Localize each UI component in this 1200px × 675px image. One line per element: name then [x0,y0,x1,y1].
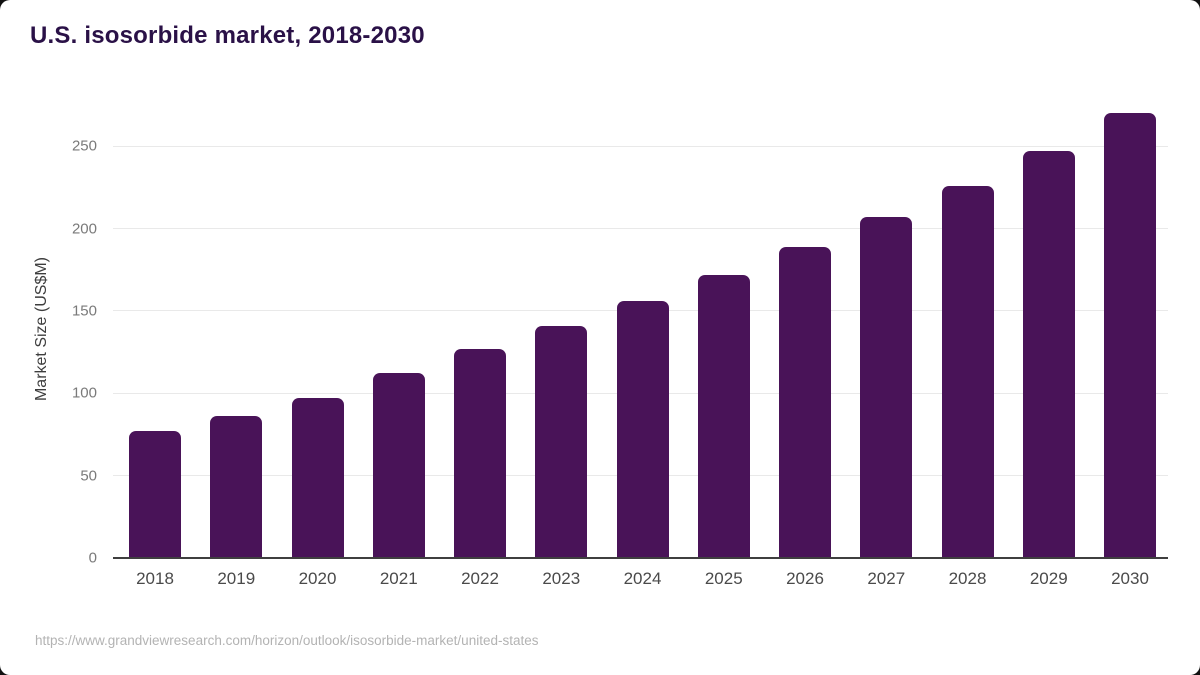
bar-2028 [941,185,994,558]
chart-title: U.S. isosorbide market, 2018-2030 [30,22,425,49]
y-tick-label: 50 [80,467,97,485]
x-tick-label: 2027 [867,569,906,588]
gridline [113,145,1168,147]
y-tick-label: 0 [88,549,97,567]
y-axis-title: Market Size (US$M) [33,256,50,402]
bar-2021 [372,373,425,558]
bar-2023 [535,325,588,558]
y-tick-label: 150 [71,302,97,320]
bar-2024 [616,301,669,558]
x-tick-label: 2021 [379,569,418,588]
y-tick-label: 250 [71,137,97,155]
bar-2029 [1022,151,1075,558]
bar-2022 [454,348,506,558]
x-tick-label: 2022 [461,569,499,588]
bar-2018 [129,431,181,558]
x-axis-line [113,557,1168,559]
x-tick-label: 2020 [298,569,337,588]
bar-2019 [210,416,263,558]
x-tick-label: 2023 [542,569,581,588]
source-url: https://www.grandviewresearch.com/horizo… [35,633,539,648]
x-tick-label: 2024 [623,569,662,588]
bar-2020 [291,398,344,558]
x-tick-label: 2030 [1111,569,1149,588]
bar-2030 [1104,113,1156,558]
x-tick-label: 2018 [136,569,174,588]
x-tick-label: 2029 [1029,569,1068,588]
plot-area: 0 50 100 150 200 250 2018 2019 2020 2021 2022 2023 2… [72,100,1168,587]
x-tick-label: 2026 [786,569,824,588]
x-tick-label: 2025 [704,569,743,588]
y-tick-label: 100 [71,384,97,402]
x-tick-label: 2028 [948,569,987,588]
gridline [113,228,1168,230]
bar-2026 [779,246,831,558]
x-tick-label: 2019 [217,569,256,588]
y-tick-label: 200 [71,220,97,238]
bar-2027 [860,216,913,558]
bar-2025 [697,274,750,558]
